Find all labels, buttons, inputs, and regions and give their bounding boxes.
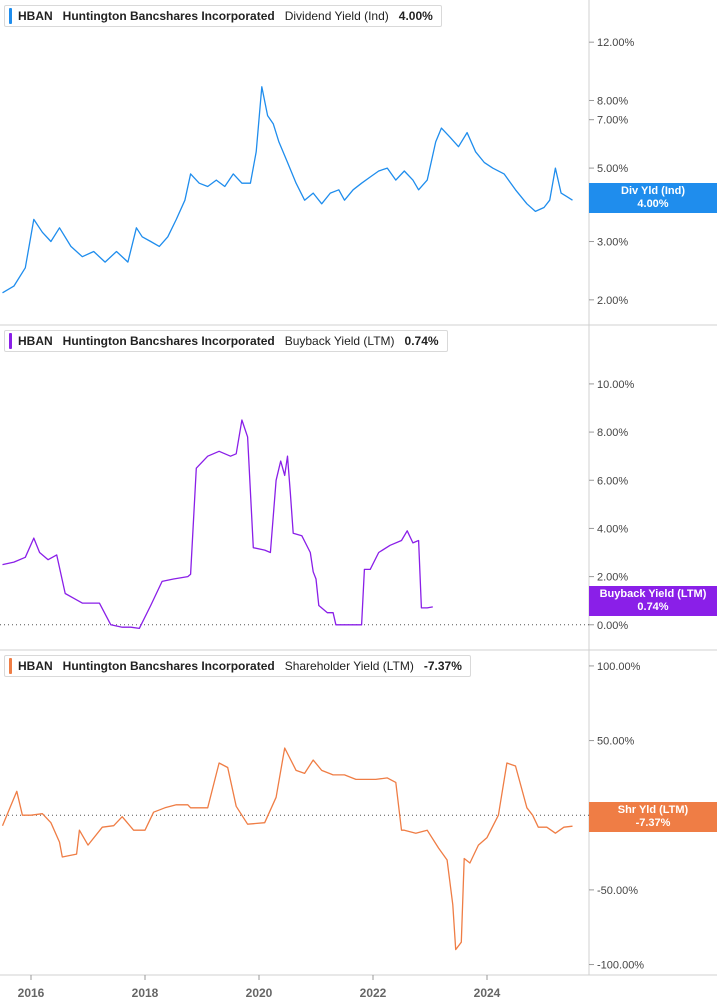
shareholder-yield-series-line — [1, 747, 573, 951]
dividend-yield-legend[interactable]: HBAN Huntington Bancshares Incorporated … — [4, 5, 442, 27]
buyback-yield-y-tick-label: 0.00% — [597, 620, 628, 632]
shareholder-yield-badge-label: Shr Yld (LTM) — [617, 804, 689, 816]
buyback-yield-y-tick-label: 2.00% — [597, 572, 628, 584]
buyback-yield-color-swatch — [9, 333, 12, 349]
x-tick-label: 2024 — [474, 986, 501, 1000]
buyback-yield-badge-value: 0.74% — [637, 601, 669, 613]
dividend-yield-y-tick-label: 2.00% — [597, 295, 628, 307]
buyback-yield-legend-metric: Buyback Yield (LTM) — [284, 334, 395, 348]
shareholder-yield-value-badge: Shr Yld (LTM) -7.37% — [589, 802, 717, 832]
buyback-yield-y-tick-label: 4.00% — [597, 523, 628, 535]
x-tick-label: 2018 — [132, 986, 159, 1000]
dividend-yield-legend-value: 4.00% — [398, 9, 433, 23]
shareholder-yield-legend[interactable]: HBAN Huntington Bancshares Incorporated … — [4, 655, 471, 677]
buyback-yield-legend-value: 0.74% — [404, 334, 439, 348]
shareholder-yield-y-tick-label: -50.00% — [597, 885, 638, 897]
shareholder-yield-y-tick-label: 50.00% — [597, 736, 635, 748]
dividend-yield-badge-label: Div Yld (Ind) — [621, 185, 685, 197]
buyback-yield-y-tick-label: 8.00% — [597, 427, 628, 439]
dividend-yield-series-line — [2, 86, 573, 294]
dividend-yield-legend-company: Huntington Bancshares Incorporated — [62, 9, 275, 23]
dividend-yield-y-tick-label: 3.00% — [597, 237, 628, 249]
dividend-yield-badge-value: 4.00% — [637, 198, 669, 210]
dividend-yield-y-tick-label: 7.00% — [597, 115, 628, 127]
shareholder-yield-badge-value: -7.37% — [635, 817, 671, 829]
shareholder-yield-legend-company: Huntington Bancshares Incorporated — [62, 659, 275, 673]
buyback-yield-y-tick-label: 6.00% — [597, 475, 628, 487]
dividend-yield-legend-metric: Dividend Yield (Ind) — [284, 9, 389, 23]
x-tick-label: 2016 — [18, 986, 45, 1000]
shareholder-yield-y-tick-label: -100.00% — [597, 960, 644, 972]
dividend-yield-y-tick-label: 8.00% — [597, 95, 628, 107]
buyback-yield-value-badge: Buyback Yield (LTM) 0.74% — [589, 586, 717, 616]
dividend-yield-value-badge: Div Yld (Ind) 4.00% — [589, 183, 717, 213]
buyback-yield-y-tick-label: 10.00% — [597, 379, 635, 391]
shareholder-yield-legend-ticker: HBAN — [18, 659, 53, 673]
x-tick-label: 2020 — [246, 986, 273, 1000]
shareholder-yield-color-swatch — [9, 658, 12, 674]
dividend-yield-legend-ticker: HBAN — [18, 9, 53, 23]
buyback-yield-legend-company: Huntington Bancshares Incorporated — [62, 334, 275, 348]
buyback-yield-badge-label: Buyback Yield (LTM) — [599, 588, 707, 600]
buyback-yield-series-line — [2, 419, 433, 630]
shareholder-yield-y-tick-label: 100.00% — [597, 661, 641, 673]
x-tick-label: 2022 — [360, 986, 387, 1000]
dividend-yield-y-tick-label: 5.00% — [597, 163, 628, 175]
buyback-yield-legend-ticker: HBAN — [18, 334, 53, 348]
dividend-yield-y-tick-label: 12.00% — [597, 37, 635, 49]
buyback-yield-legend[interactable]: HBAN Huntington Bancshares Incorporated … — [4, 330, 448, 352]
shareholder-yield-legend-value: -7.37% — [423, 659, 462, 673]
dividend-yield-color-swatch — [9, 8, 12, 24]
shareholder-yield-legend-metric: Shareholder Yield (LTM) — [284, 659, 414, 673]
